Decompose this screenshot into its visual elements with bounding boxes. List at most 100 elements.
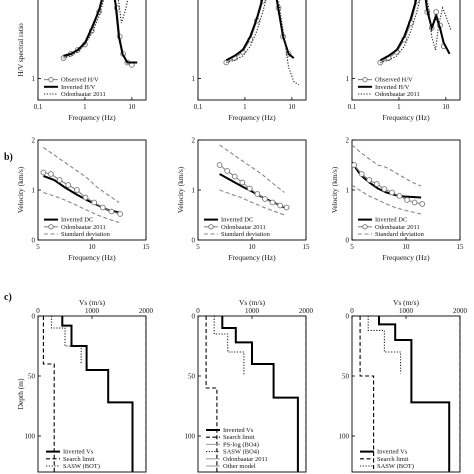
x-axis-label: Frequency (Hz) (228, 253, 276, 262)
legend-label: Inverted Vs (223, 427, 254, 434)
legend-label: Odonbaatar 2011 (221, 224, 266, 231)
x-axis-label: Frequency (Hz) (382, 253, 430, 262)
data-point (411, 199, 418, 206)
x-tick-label: 5 (350, 243, 354, 251)
series-line-3 (213, 316, 245, 376)
data-point (389, 189, 395, 196)
legend-label: SASW (BOT) (63, 463, 100, 470)
data-point (65, 182, 72, 188)
legend-label: Odonbaatar 2011 (61, 224, 106, 231)
x-tick-label: 1000 (245, 307, 260, 315)
series-group (216, 144, 290, 216)
series-line-1 (359, 316, 375, 472)
subplot-b-2: 5 10 15 0 1 2 Frequency (Hz) Velocity (km/s) Inv… (330, 137, 464, 263)
legend-label: Odonbaatar 2011 (375, 91, 420, 98)
series-line-3 (367, 316, 402, 374)
y-tick-label: 1 (32, 75, 36, 83)
data-point (377, 59, 384, 66)
plot-frame (37, 0, 147, 101)
panel-label-b: b) (4, 152, 13, 163)
series-line-2 (226, 0, 300, 86)
x-axis-label: Vs (m/s) (393, 298, 420, 307)
data-point (56, 177, 63, 183)
legend-label: Standard deviation (61, 231, 111, 238)
series-line-0 (221, 316, 299, 472)
data-point (223, 59, 230, 66)
legend-label: Search limit (63, 456, 95, 463)
legend-swatch-marker (362, 76, 368, 83)
plot-frame (351, 0, 461, 101)
legend-label: Inverted Vs (377, 449, 408, 456)
data-point (396, 193, 403, 199)
series-line-2 (352, 144, 422, 187)
data-point (231, 173, 238, 180)
legend-swatch-marker (48, 76, 54, 83)
plot-frame (197, 0, 307, 101)
legend-label: Inverted DC (375, 217, 407, 224)
legend-label: Odonbaatar 2011 (61, 91, 106, 98)
x-tick-label: 1000 (399, 307, 414, 315)
data-point (239, 179, 246, 186)
legend-label: Observed H/V (375, 77, 413, 84)
legend-label: SASW (BOT) (377, 463, 414, 470)
x-tick-label: 1 (243, 103, 247, 111)
subplot-a-2: 0.1 1 10 1 Frequency (Hz) Observed H/VInverte… (346, 0, 461, 122)
series-line-1 (43, 171, 121, 215)
data-point (373, 181, 380, 187)
y-axis-label: Velocity (km/s) (330, 166, 339, 213)
y-tick-label: 2 (32, 137, 36, 145)
data-point (91, 199, 98, 206)
x-axis-label: Vs (m/s) (239, 298, 266, 307)
legend-label: Inverted H/V (375, 84, 410, 91)
x-tick-label: 2000 (299, 307, 314, 315)
series-group (359, 316, 460, 472)
series-group (223, 0, 300, 86)
y-tick-label: 0 (192, 313, 196, 321)
data-point (269, 199, 276, 206)
y-axis-label: Depth (m) (16, 378, 25, 410)
legend-label: Inverted DC (221, 217, 253, 224)
y-tick-label: 50 (188, 373, 196, 381)
series-line-1 (205, 316, 218, 472)
series-line-2 (43, 147, 120, 203)
y-axis-label: Velocity (km/s) (176, 166, 185, 213)
y-tick-label: 100 (25, 433, 36, 441)
y-axis-label: H/V spectral ratio (16, 23, 25, 77)
data-point (82, 194, 89, 201)
data-point (246, 185, 253, 192)
x-tick-label: 10 (128, 103, 136, 111)
series-line-0 (61, 316, 134, 472)
x-tick-label: 10 (249, 243, 257, 251)
data-point (404, 197, 410, 203)
data-point (48, 171, 54, 177)
series-group (42, 316, 146, 472)
series-group (40, 147, 123, 224)
x-axis-label: Frequency (Hz) (228, 113, 276, 122)
x-tick-label: 2000 (453, 307, 468, 315)
data-point (366, 177, 373, 183)
y-tick-label: 1 (192, 187, 196, 195)
x-tick-label: 10 (442, 103, 450, 111)
data-point (381, 186, 388, 192)
legend-label: SASW (BO4) (223, 449, 259, 456)
series-line-1 (225, 0, 295, 62)
x-axis-label: Frequency (Hz) (68, 113, 116, 122)
data-point (277, 202, 283, 209)
panel-label-c: c) (4, 292, 12, 303)
series-group (377, 0, 452, 66)
y-tick-label: 1 (192, 75, 196, 83)
series-line-3 (50, 316, 82, 364)
data-point (74, 187, 80, 193)
x-tick-label: 15 (457, 243, 465, 251)
subplot-c-2: 0 1000 2000 0 50 100 Vs (m/s) Inverted VsSearch… (339, 298, 468, 473)
data-point (352, 162, 358, 168)
subplot-a-1: 0.1 1 10 1 Frequency (Hz) (192, 0, 307, 122)
data-point (216, 162, 223, 168)
series-line-1 (219, 164, 287, 209)
data-point (358, 171, 365, 177)
series-line-0 (378, 316, 451, 472)
legend-swatch-marker (362, 224, 368, 230)
legend-label: PS-log (BO4) (223, 441, 259, 448)
x-tick-label: 0 (350, 307, 354, 315)
